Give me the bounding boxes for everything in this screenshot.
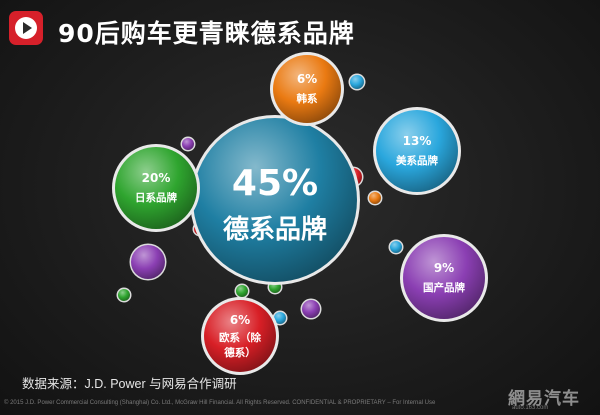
decor-dot xyxy=(131,245,165,279)
watermark-url: auto.163.com xyxy=(512,405,549,411)
bubble-category-label: 美系品牌 xyxy=(396,154,438,167)
decor-dot xyxy=(369,192,381,204)
decor-dot xyxy=(118,289,130,301)
bubble-value-label: 13% xyxy=(403,134,432,148)
bubble-mark xyxy=(193,118,357,282)
bubble-value-label: 20% xyxy=(142,171,171,185)
bubble-category-label: 德系品牌 xyxy=(223,214,327,245)
decor-dot xyxy=(274,312,286,324)
bubble-6: 6% 欧系（除德系） xyxy=(201,297,279,375)
decor-dot xyxy=(236,285,248,297)
page-title: 90后购车更青睐德系品牌 xyxy=(58,19,355,48)
logo-icon xyxy=(9,11,43,45)
copyright-note: © 2015 J.D. Power Commercial Consulting … xyxy=(4,400,436,406)
bubble-category-label: 国产品牌 xyxy=(423,281,465,294)
bubble-category-label: 欧系（除 xyxy=(219,331,261,344)
bubble-value-label: 6% xyxy=(297,72,317,86)
decor-dot xyxy=(182,138,194,150)
bubble-value-label: 9% xyxy=(434,261,454,275)
bubble-4: 9% 国产品牌 xyxy=(400,234,488,322)
bubble-2: 20% 日系品牌 xyxy=(112,144,200,232)
decor-dot xyxy=(390,241,402,253)
bubble-mark xyxy=(376,110,458,192)
title-bar: 90后购车更青睐德系品牌 xyxy=(0,0,600,62)
bubble-3: 13% 美系品牌 xyxy=(373,107,461,195)
bubble-category-label: 德系） xyxy=(223,346,256,359)
bubble-mark xyxy=(403,237,485,319)
bubble-category-label: 日系品牌 xyxy=(135,191,177,204)
decor-dot xyxy=(302,300,320,318)
bubble-mark xyxy=(273,55,341,123)
watermark-brand: 網易汽车 xyxy=(508,389,580,409)
bubble-1: 45% 德系品牌 xyxy=(190,115,360,285)
bubble-value-label: 45% xyxy=(232,163,318,204)
bubble-mark xyxy=(115,147,197,229)
decor-dot xyxy=(350,75,364,89)
bubble-mark xyxy=(204,300,276,372)
bubble-value-label: 6% xyxy=(230,313,250,327)
bubble-category-label: 韩系 xyxy=(297,92,318,105)
bubble-5: 6% 韩系 xyxy=(270,52,344,126)
data-source-note: 数据来源：J.D. Power 与网易合作调研 xyxy=(22,377,237,391)
